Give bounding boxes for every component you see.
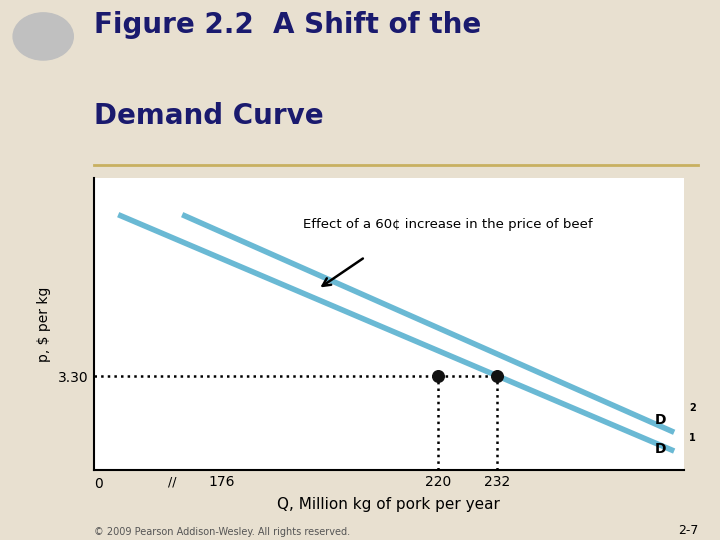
Text: Demand Curve: Demand Curve	[94, 102, 323, 130]
Text: //: //	[168, 475, 176, 488]
Text: 2-7: 2-7	[678, 524, 698, 537]
Text: 2: 2	[689, 402, 696, 413]
Text: D: D	[654, 413, 666, 427]
Text: Effect of a 60¢ increase in the price of beef: Effect of a 60¢ increase in the price of…	[303, 218, 593, 231]
Text: D: D	[654, 442, 666, 456]
Point	[491, 372, 503, 380]
Point	[432, 372, 444, 380]
Text: Figure 2.2  A Shift of the: Figure 2.2 A Shift of the	[94, 11, 481, 39]
Text: 1: 1	[689, 433, 696, 443]
Y-axis label: p, $ per kg: p, $ per kg	[37, 286, 51, 362]
Text: 0: 0	[94, 477, 103, 491]
Text: © 2009 Pearson Addison-Wesley. All rights reserved.: © 2009 Pearson Addison-Wesley. All right…	[94, 527, 350, 537]
Circle shape	[13, 13, 73, 60]
X-axis label: Q, Million kg of pork per year: Q, Million kg of pork per year	[277, 497, 500, 512]
